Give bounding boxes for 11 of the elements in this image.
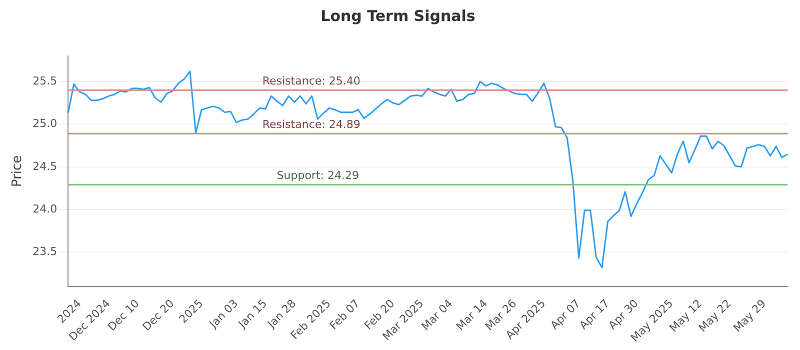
y-tick-label: 24.0 [32, 202, 58, 216]
y-axis-title: Price [10, 155, 26, 188]
y-tick-label: 24.5 [32, 160, 58, 173]
y-tick-label: 25.5 [32, 74, 58, 88]
ref-line-label: Support: 24.29 [276, 169, 359, 182]
chart-title: Long Term Signals [320, 6, 476, 25]
ref-line-label: Resistance: 24.89 [262, 118, 360, 131]
ref-line-label: Resistance: 25.40 [262, 74, 360, 88]
x-tick-label: Dec 20 [140, 296, 177, 334]
y-tick-label: 23.5 [32, 245, 58, 258]
y-tick-label: 25.0 [32, 117, 58, 130]
